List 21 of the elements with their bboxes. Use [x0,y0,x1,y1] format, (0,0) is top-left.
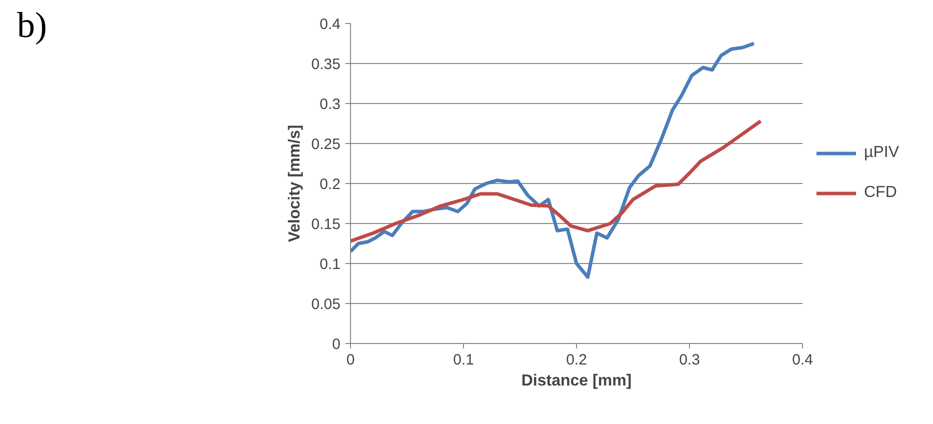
y-tick-label: 0 [332,336,340,353]
y-tick-label: 0.2 [320,176,341,193]
x-tick-label: 0.3 [679,352,700,368]
legend-label: CFD [864,184,897,202]
legend-label: µPIV [864,144,900,162]
x-tick-label: 0.4 [792,352,813,368]
x-axis-title: Distance [mm] [521,372,632,390]
y-tick-label: 0.05 [311,296,341,313]
y-tick-label: 0.25 [311,136,341,153]
x-tick-label: 0.2 [566,352,587,368]
y-axis-title: Velocity [mm/s] [286,124,304,242]
x-tick-label: 0.1 [453,352,474,368]
line-series [350,42,756,279]
line-series [350,119,762,243]
x-tick-label: 0 [346,352,355,368]
y-tick-label: 0.15 [311,216,341,233]
y-tick-label: 0.35 [311,56,341,73]
y-tick-label: 0.4 [320,16,341,33]
y-tick-label: 0.3 [320,96,341,113]
text: b) [17,4,47,47]
y-tick-label: 0.1 [320,256,341,273]
